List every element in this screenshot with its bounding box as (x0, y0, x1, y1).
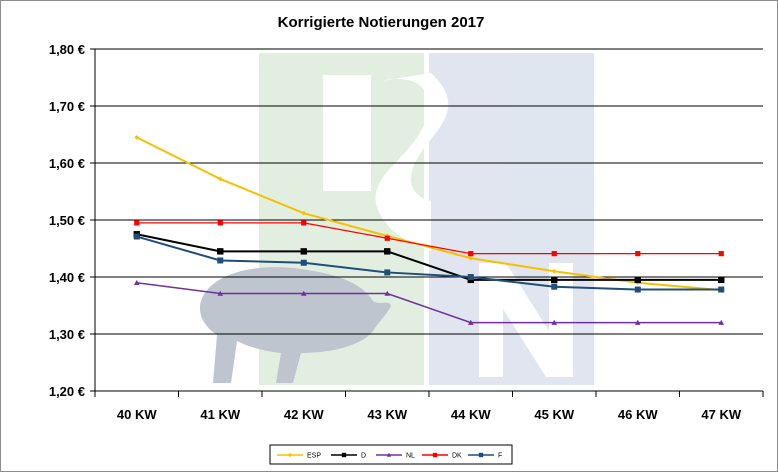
y-tick-label: 1,40 € (49, 270, 85, 285)
legend-swatch-marker (386, 452, 392, 457)
x-tick-label: 43 KW (367, 407, 407, 422)
legend-label: NL (406, 453, 415, 460)
data-point-dk (217, 220, 223, 226)
legend-item-f: F (468, 453, 502, 460)
legend-item-d: D (331, 453, 366, 460)
data-point-f (551, 283, 558, 290)
legend-swatch-marker (287, 452, 293, 458)
data-point-f (133, 233, 140, 240)
x-tick-label: 40 KW (117, 407, 157, 422)
watermark-i-letter (323, 75, 371, 191)
y-tick-label: 1,30 € (49, 327, 85, 342)
legend-swatch-marker (478, 452, 484, 458)
x-tick-label: 41 KW (200, 407, 240, 422)
series-lines (133, 134, 725, 325)
data-point-nl (718, 319, 725, 325)
data-point-dk (635, 251, 641, 257)
data-point-d (384, 248, 391, 255)
data-point-dk (384, 235, 390, 241)
data-point-esp (551, 268, 557, 274)
legend-item-esp: ESP (277, 453, 321, 460)
data-point-dk (718, 251, 724, 257)
x-tick-label: 44 KW (451, 407, 491, 422)
grid-lines (95, 48, 763, 335)
series-f (133, 233, 725, 293)
legend-item-nl: NL (376, 453, 415, 460)
data-point-esp (134, 134, 140, 140)
legend-label: DK (452, 453, 462, 460)
data-point-nl (384, 290, 391, 296)
x-tick-label: 47 KW (701, 407, 741, 422)
data-point-dk (468, 251, 474, 257)
series-line-d (136, 233, 722, 281)
legend-swatch-marker (432, 452, 438, 458)
x-tick-label: 42 KW (284, 407, 324, 422)
data-point-nl (634, 319, 641, 325)
data-point-nl (467, 319, 474, 325)
data-point-nl (133, 279, 140, 285)
legend-item-dk: DK (422, 453, 462, 460)
data-point-esp (301, 210, 307, 216)
series-line-f (136, 235, 722, 291)
x-tick-label: 45 KW (534, 407, 574, 422)
data-point-esp (217, 176, 223, 182)
data-point-dk (134, 220, 140, 226)
data-point-f (384, 269, 391, 276)
data-point-dk (301, 220, 307, 226)
data-point-d (718, 276, 725, 284)
chart-title: Korrigierte Notierungen 2017 (278, 14, 485, 31)
data-point-f (467, 274, 474, 280)
watermark-pig-icon (199, 267, 391, 383)
watermark-s-letter (375, 73, 449, 251)
legend-swatch-marker (341, 452, 347, 458)
x-axis-ticks: 40 KW 41 KW 42 KW 43 KW 44 KW 45 KW 46 KW 47 KW (94, 391, 764, 422)
data-point-esp (468, 255, 474, 261)
data-point-d (300, 248, 307, 255)
watermark-n-letter (479, 263, 573, 377)
data-point-dk (551, 251, 557, 257)
y-tick-label: 1,50 € (49, 213, 85, 228)
series-line-dk (136, 222, 722, 255)
data-point-nl (551, 319, 558, 325)
data-point-f (634, 286, 641, 293)
data-point-f (718, 286, 725, 293)
data-point-d (217, 248, 224, 255)
y-tick-label: 1,60 € (49, 156, 85, 171)
series-line-nl (136, 281, 722, 324)
data-point-f (300, 259, 307, 266)
x-tick-label: 46 KW (618, 407, 658, 422)
legend-label: F (498, 453, 502, 460)
legend-label: ESP (307, 453, 321, 460)
series-nl (133, 279, 725, 325)
legend: ESP D NL DK F (269, 444, 513, 465)
isn-watermark (199, 53, 594, 385)
y-tick-label: 1,70 € (49, 99, 85, 114)
series-dk (134, 220, 724, 257)
data-point-nl (300, 290, 307, 296)
data-point-d (551, 276, 558, 284)
y-tick-label: 1,80 € (49, 42, 85, 57)
y-tick-label: 1,20 € (49, 384, 85, 399)
data-point-nl (217, 290, 224, 296)
data-point-d (634, 276, 641, 284)
legend-label: D (361, 453, 366, 460)
y-axis-ticks: 1,20 € 1,30 € 1,40 € 1,50 € 1,60 € 1,70 € 1,80… (49, 42, 95, 399)
data-point-f (217, 257, 224, 264)
